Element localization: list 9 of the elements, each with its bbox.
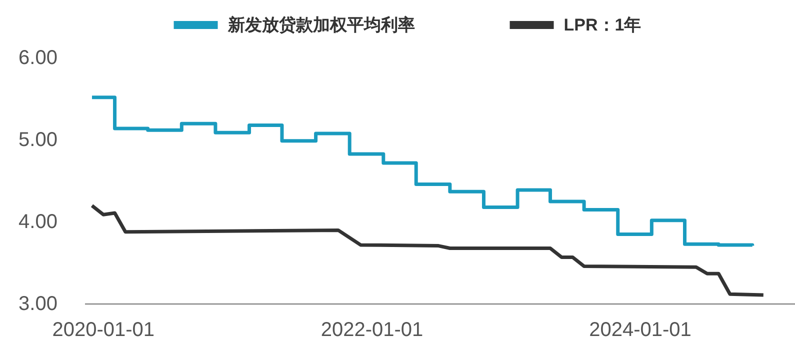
legend-label: LPR：1年 bbox=[564, 16, 642, 34]
legend-label: 新发放贷款加权平均利率 bbox=[226, 16, 415, 34]
y-tick-label: 4.00 bbox=[18, 211, 58, 233]
x-tick-label: 2022-01-01 bbox=[320, 319, 424, 341]
y-tick-label: 6.00 bbox=[18, 47, 58, 69]
x-tick-label: 2020-01-01 bbox=[52, 319, 155, 341]
y-tick-label: 5.00 bbox=[18, 129, 58, 151]
y-tick-label: 3.00 bbox=[18, 293, 58, 315]
x-tick-label: 2024-01-01 bbox=[589, 319, 692, 341]
